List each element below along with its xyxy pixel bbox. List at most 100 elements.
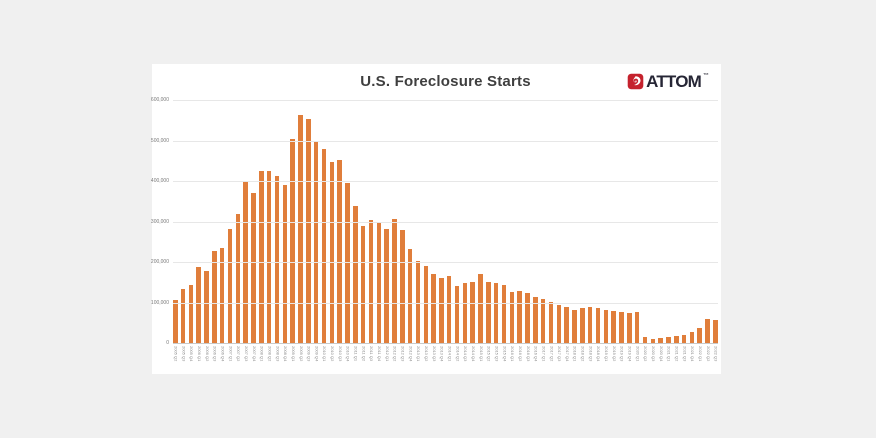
x-axis-tick-label: 2020 Q3 xyxy=(651,346,657,362)
x-axis-tick-label: 2017 Q3 xyxy=(557,346,563,362)
gridline xyxy=(173,181,718,183)
x-axis-tick-label: 2014 Q2 xyxy=(455,346,461,362)
bar-2014-Q3 xyxy=(462,283,468,343)
x-axis-tick-label: 2006 Q2 xyxy=(204,346,210,362)
gridline xyxy=(173,262,718,264)
y-axis-tick-label: 500,000 xyxy=(150,137,169,144)
attom-icon-background xyxy=(627,73,644,89)
bar-2021-Q3 xyxy=(681,334,687,343)
bar-2015-Q1 xyxy=(478,274,483,343)
bar-2014-Q1 xyxy=(446,275,452,343)
bar-slot: 2016 Q3 xyxy=(525,100,531,361)
bar-slot: 2022 Q3 xyxy=(713,100,719,361)
bar-2008-Q1 xyxy=(259,171,264,343)
x-axis-tick-label: 2019 Q1 xyxy=(604,346,610,362)
x-axis-tick-label: 2012 Q3 xyxy=(400,346,406,362)
bar-slot: 2005 Q4 xyxy=(188,100,194,361)
y-axis-tick-label: 0 xyxy=(166,340,169,346)
bar-2009-Q2 xyxy=(298,115,303,343)
bar-slot: 2017 Q2 xyxy=(548,100,554,361)
bar-2016-Q2 xyxy=(517,290,522,343)
bar-slot: 2005 Q3 xyxy=(180,100,186,361)
bar-slot: 2017 Q4 xyxy=(564,100,570,361)
x-axis-tick-label: 2019 Q4 xyxy=(627,346,633,362)
x-axis-tick-label: 2012 Q1 xyxy=(384,346,390,362)
bar-2018-Q1 xyxy=(572,309,577,343)
bar-2014-Q2 xyxy=(454,285,460,343)
bar-2019-Q4 xyxy=(627,312,632,343)
bar-2013-Q4 xyxy=(439,278,444,343)
gridline xyxy=(173,221,718,223)
bar-slot: 2016 Q1 xyxy=(509,100,515,361)
x-axis-tick-label: 2011 Q2 xyxy=(361,346,367,362)
bar-2009-Q1 xyxy=(290,139,295,343)
bar-2008-Q2 xyxy=(266,171,272,343)
bar-slot: 2022 Q1 xyxy=(697,100,703,361)
bar-slot: 2015 Q4 xyxy=(501,100,507,361)
x-axis-tick-label: 2005 Q4 xyxy=(189,346,195,362)
bar-2007-Q3 xyxy=(243,181,248,343)
bar-slot: 2009 Q3 xyxy=(306,100,312,361)
x-axis-tick-label: 2010 Q1 xyxy=(322,346,328,362)
bar-slot: 2013 Q1 xyxy=(415,100,421,361)
bar-2019-Q3 xyxy=(619,311,624,343)
bar-slot: 2008 Q3 xyxy=(274,100,280,361)
bar-2017-Q3 xyxy=(556,304,562,343)
bar-2014-Q4 xyxy=(470,282,475,343)
y-axis-tick-label: 200,000 xyxy=(150,259,169,266)
bar-2016-Q3 xyxy=(525,292,530,343)
bar-slot: 2021 Q3 xyxy=(681,100,687,361)
bar-2011-Q3 xyxy=(368,220,374,343)
x-axis-tick-label: 2022 Q2 xyxy=(705,346,711,362)
x-axis-tick-label: 2010 Q3 xyxy=(337,346,343,362)
x-axis-tick-label: 2021 Q1 xyxy=(666,346,672,362)
bar-2005-Q2 xyxy=(173,300,178,343)
bar-slot: 2021 Q4 xyxy=(689,100,695,361)
bar-2005-Q4 xyxy=(188,285,194,343)
x-axis-tick-label: 2014 Q1 xyxy=(447,346,453,362)
x-axis-tick-label: 2012 Q2 xyxy=(392,346,398,362)
x-axis-tick-label: 2021 Q4 xyxy=(690,346,696,362)
y-axis-tick-label: 400,000 xyxy=(150,178,169,185)
x-axis-tick-label: 2006 Q4 xyxy=(220,346,226,362)
bar-slot: 2011 Q3 xyxy=(368,100,374,361)
bar-slot: 2015 Q1 xyxy=(478,100,484,361)
bar-2013-Q2 xyxy=(423,266,428,343)
x-axis-tick-label: 2018 Q2 xyxy=(580,346,586,362)
gridline xyxy=(173,100,718,101)
x-axis-tick-label: 2011 Q1 xyxy=(353,346,359,362)
x-axis-tick-label: 2005 Q3 xyxy=(181,346,187,362)
bar-2021-Q4 xyxy=(689,332,695,343)
bar-slot: 2007 Q2 xyxy=(235,100,241,361)
bar-slot: 2019 Q1 xyxy=(603,100,609,361)
bars: 2005 Q2 2005 Q3 2005 Q4 2006 Q1 2006 Q2 2006 … xyxy=(173,100,719,361)
bar-2007-Q2 xyxy=(235,214,241,343)
bar-slot: 2017 Q3 xyxy=(556,100,562,361)
y-axis-tick-label: 600,000 xyxy=(150,97,169,103)
bar-2018-Q3 xyxy=(587,306,593,343)
bar-slot: 2018 Q4 xyxy=(595,100,601,361)
bar-slot: 2018 Q1 xyxy=(572,100,578,361)
bar-2016-Q1 xyxy=(509,291,515,343)
x-axis-tick-label: 2005 Q2 xyxy=(173,346,179,362)
bar-slot: 2017 Q1 xyxy=(540,100,546,361)
bar-2008-Q3 xyxy=(274,175,280,343)
x-axis-tick-label: 2016 Q1 xyxy=(510,346,516,362)
bar-slot: 2019 Q3 xyxy=(619,100,625,361)
x-axis-tick-label: 2016 Q2 xyxy=(517,346,523,362)
x-axis-tick-label: 2021 Q3 xyxy=(682,346,688,362)
x-axis-tick-label: 2015 Q1 xyxy=(478,346,484,362)
bar-slot: 2014 Q3 xyxy=(462,100,468,361)
bar-2007-Q1 xyxy=(227,229,233,343)
bar-slot: 2021 Q2 xyxy=(674,100,680,361)
bar-slot: 2016 Q2 xyxy=(517,100,523,361)
bar-slot: 2015 Q3 xyxy=(493,100,499,361)
bar-slot: 2007 Q4 xyxy=(251,100,257,361)
x-axis-tick-label: 2013 Q1 xyxy=(416,346,422,362)
chart-card: U.S. Foreclosure Starts ATTOM ™ 2005 Q2 2… xyxy=(150,64,721,374)
bar-2022-Q1 xyxy=(697,327,702,343)
bar-2016-Q4 xyxy=(533,297,538,343)
gridline xyxy=(173,140,718,142)
bar-2018-Q2 xyxy=(580,308,585,343)
bar-slot: 2008 Q1 xyxy=(259,100,265,361)
